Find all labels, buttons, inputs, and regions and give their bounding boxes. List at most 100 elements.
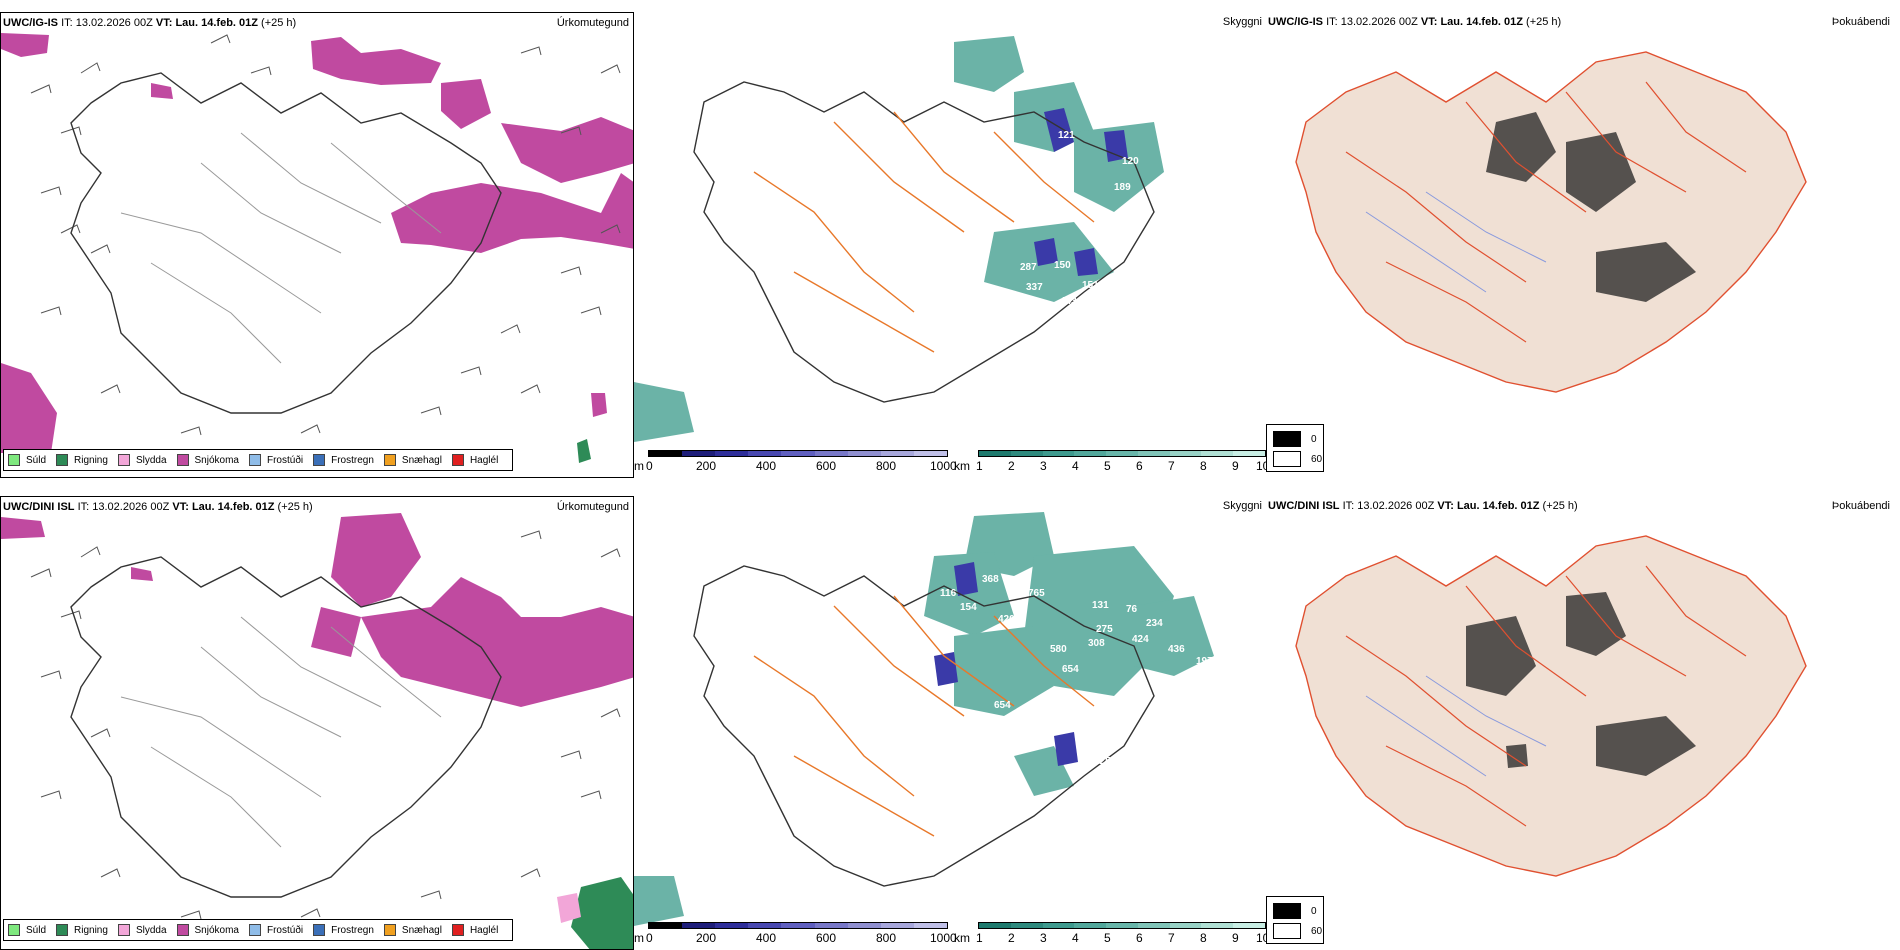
colorbar-tick: 3 xyxy=(1040,459,1047,473)
legend-item: Rigning xyxy=(56,924,108,936)
panel-header: UWC/IG-IS IT: 13.02.2026 00Z VT: Lau. 14… xyxy=(1268,16,1562,28)
colorbar-unit: m xyxy=(634,459,644,473)
cloud-base-areas xyxy=(934,562,1078,766)
vis-label: 654 xyxy=(1062,664,1079,675)
precip-type-panel-1: UWC/IG-IS IT: 13.02.2026 00Z VT: Lau. 14… xyxy=(0,12,634,478)
colorbar-tick: 4 xyxy=(1072,931,1079,945)
visibility-colorbar: km 1 2 3 4 5 6 7 8 9 10 xyxy=(954,450,1266,473)
vis-label: 120 xyxy=(1122,156,1139,167)
legend-item: Snæhagl xyxy=(383,454,442,466)
colorbar-tick: 8 xyxy=(1200,459,1207,473)
colorbar-unit: km xyxy=(954,931,970,945)
iceland-outline xyxy=(693,565,1155,887)
vis-label: 121 xyxy=(1058,130,1075,141)
colorbar-tick: 200 xyxy=(696,931,717,945)
panel-title: Þokuábendi xyxy=(1831,500,1890,512)
cloud-base-colorbar: m 0 200 400 600 800 1000 xyxy=(634,922,1266,945)
legend-item: Rigning xyxy=(56,454,108,466)
wind-barbs xyxy=(30,530,621,920)
vis-label: 189 xyxy=(1114,182,1131,193)
colorbar-tick: 800 xyxy=(876,931,897,945)
rivers xyxy=(1365,675,1547,777)
visibility-map-1: 121 120 189 162 287 150 337 151 443 xyxy=(634,36,1164,442)
colorbar-tick: 2 xyxy=(1008,459,1015,473)
visibility-colorbar: km 1 2 3 4 5 6 7 8 9 10 xyxy=(954,922,1266,945)
vis-label: 654 xyxy=(994,700,1011,711)
land xyxy=(1295,535,1807,877)
iceland-outline xyxy=(70,556,502,898)
visibility-labels: 121 120 189 162 287 150 337 151 443 xyxy=(934,130,1139,307)
fog-legend-item: 60 xyxy=(1273,451,1322,467)
vis-label: 443 xyxy=(1060,296,1077,307)
cloud-base-areas xyxy=(1034,108,1128,276)
panel-header: UWC/DINI ISL IT: 13.02.2026 00Z VT: Lau.… xyxy=(1268,500,1578,512)
snow-areas xyxy=(1,513,633,707)
vis-label: 287 xyxy=(1020,262,1037,273)
colorbar-tick: 3 xyxy=(1040,931,1047,945)
fog-legend-item: 0 xyxy=(1273,903,1317,919)
colorbar-tick: 6 xyxy=(1136,931,1143,945)
legend-item: Frostúði xyxy=(248,454,303,466)
colorbar-tick: 5 xyxy=(1104,931,1111,945)
vis-label: 131 xyxy=(1092,600,1109,611)
colorbar-tick: 1 xyxy=(976,931,983,945)
panel-header: UWC/IG-IS IT: 13.02.2026 00Z VT: Lau. 14… xyxy=(3,17,297,29)
vis-label: 162 xyxy=(934,240,951,251)
wind-barbs xyxy=(30,34,621,436)
cloud-base-colorbar: m 0 200 400 600 800 1000 xyxy=(634,450,1266,473)
colorbar-tick: 10 xyxy=(1256,931,1266,945)
precip-type-panel-2: UWC/DINI ISL IT: 13.02.2026 00Z VT: Lau.… xyxy=(0,496,634,950)
colorbar-tick: 7 xyxy=(1168,459,1175,473)
fog-panel-1: UWC/IG-IS IT: 13.02.2026 00Z VT: Lau. 14… xyxy=(1266,12,1900,478)
vis-label: 765 xyxy=(1028,588,1045,599)
vis-label: 125 xyxy=(1094,756,1111,767)
vis-label: 76 xyxy=(1126,604,1138,615)
colorbar-tick: 600 xyxy=(816,459,837,473)
colorbar-tick: 400 xyxy=(756,931,777,945)
colorbar-tick: 200 xyxy=(696,459,717,473)
vis-label: 580 xyxy=(1050,644,1067,655)
visibility-panel-1: 121 120 189 162 287 150 337 151 443 Skyg… xyxy=(634,12,1266,478)
snow-areas xyxy=(1,33,633,453)
precip-map-2 xyxy=(1,513,633,949)
panel-header: UWC/DINI ISL IT: 13.02.2026 00Z VT: Lau.… xyxy=(3,501,313,513)
vis-label: 151 xyxy=(1082,280,1099,291)
precip-legend: Súld Rigning Slydda Snjókoma Frostúði Fr… xyxy=(3,449,514,471)
vis-label: 308 xyxy=(1088,638,1105,649)
legend-item: Frostregn xyxy=(313,924,374,936)
colorbar-tick: 1 xyxy=(976,459,983,473)
vis-label: 150 xyxy=(1054,260,1071,271)
low-visibility-areas xyxy=(634,512,1214,926)
vis-label: 368 xyxy=(982,574,999,585)
vis-label: 197 xyxy=(1196,656,1213,667)
iceland-outline xyxy=(693,81,1155,403)
legend-item: Frostúði xyxy=(248,924,303,936)
land xyxy=(1295,51,1807,393)
colorbar-tick: 4 xyxy=(1072,459,1079,473)
vis-label: 420 xyxy=(998,614,1015,625)
fog-panel-2: UWC/DINI ISL IT: 13.02.2026 00Z VT: Lau.… xyxy=(1266,496,1900,950)
colorbar-tick: 0 xyxy=(646,459,653,473)
colorbar-tick: 1000 xyxy=(930,931,957,945)
colorbar-tick: 2 xyxy=(1008,931,1015,945)
fog-legend: 0 60 xyxy=(1266,424,1324,472)
colorbar-tick: 6 xyxy=(1136,459,1143,473)
roads xyxy=(753,111,1095,353)
legend-item: Slydda xyxy=(117,924,167,936)
legend-item: Snjókoma xyxy=(176,454,239,466)
vis-label: 125 xyxy=(1058,696,1075,707)
rivers xyxy=(1365,191,1547,293)
panel-title: Úrkomutegund xyxy=(556,501,629,513)
colorbar-tick: 0 xyxy=(646,931,653,945)
colorbar-tick: 9 xyxy=(1232,459,1239,473)
visibility-panel-2: 368 116 154 765 420 131 76 275 234 308 4… xyxy=(634,496,1266,950)
colorbar-tick: 7 xyxy=(1168,931,1175,945)
fog-legend: 0 60 xyxy=(1266,896,1324,944)
fog-legend-item: 0 xyxy=(1273,431,1317,447)
colorbar-unit: m xyxy=(634,931,644,945)
legend-item: Súld xyxy=(8,924,46,936)
legend-item: Frostregn xyxy=(313,454,374,466)
visibility-map-2: 368 116 154 765 420 131 76 275 234 308 4… xyxy=(634,512,1214,926)
colorbar-tick: 400 xyxy=(756,459,777,473)
fog-map-1 xyxy=(1295,51,1807,393)
